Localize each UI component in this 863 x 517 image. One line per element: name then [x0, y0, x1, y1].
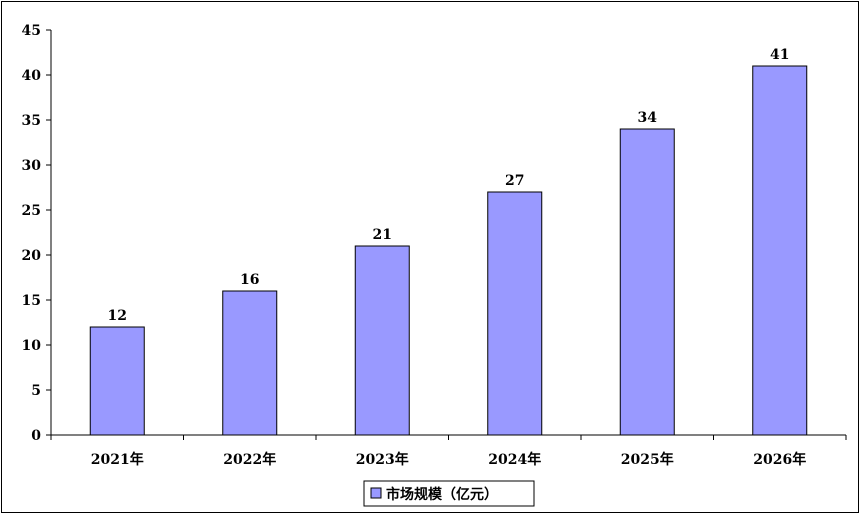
y-tick-label: 35	[22, 113, 41, 129]
y-tick-label: 45	[22, 23, 41, 39]
x-tick-label: 2021年	[91, 451, 144, 468]
bar	[354, 245, 410, 436]
y-tick-label: 25	[22, 203, 41, 219]
y-tick-label: 0	[31, 428, 41, 444]
data-label: 16	[240, 272, 259, 288]
data-label: 21	[373, 227, 392, 243]
y-tick-label: 40	[22, 68, 42, 84]
legend: 市场规模（亿元）	[363, 480, 535, 507]
y-tick-label: 5	[31, 383, 41, 399]
x-tick-label: 2026年	[753, 451, 806, 468]
x-axis: 2021年 2022年 2023年 2024年 2025年 2026年	[50, 434, 847, 468]
legend-label: 市场规模（亿元）	[386, 486, 498, 503]
bar-series	[89, 65, 808, 436]
x-tick-label: 2023年	[356, 451, 409, 468]
legend-swatch	[370, 487, 382, 499]
bar	[619, 128, 675, 436]
legend-box	[363, 480, 535, 507]
x-tick-label: 2024年	[488, 451, 541, 468]
bar	[487, 191, 543, 436]
x-tick-label: 2022年	[223, 451, 276, 468]
data-label: 27	[505, 173, 524, 189]
data-label: 34	[638, 110, 658, 126]
y-tick-label: 10	[22, 338, 42, 354]
bar	[222, 290, 278, 436]
data-label: 12	[108, 308, 127, 324]
data-label: 41	[770, 47, 789, 63]
bar	[89, 326, 145, 436]
y-axis: 0 5 10 15 20 25 30 35 40 45	[22, 23, 52, 444]
y-tick-label: 20	[22, 248, 42, 264]
bar	[752, 65, 808, 436]
data-labels: 12 16 21 27 34 41	[108, 47, 790, 324]
y-tick-label: 15	[22, 293, 41, 309]
x-tick-label: 2025年	[621, 451, 674, 468]
y-tick-label: 30	[22, 158, 42, 174]
